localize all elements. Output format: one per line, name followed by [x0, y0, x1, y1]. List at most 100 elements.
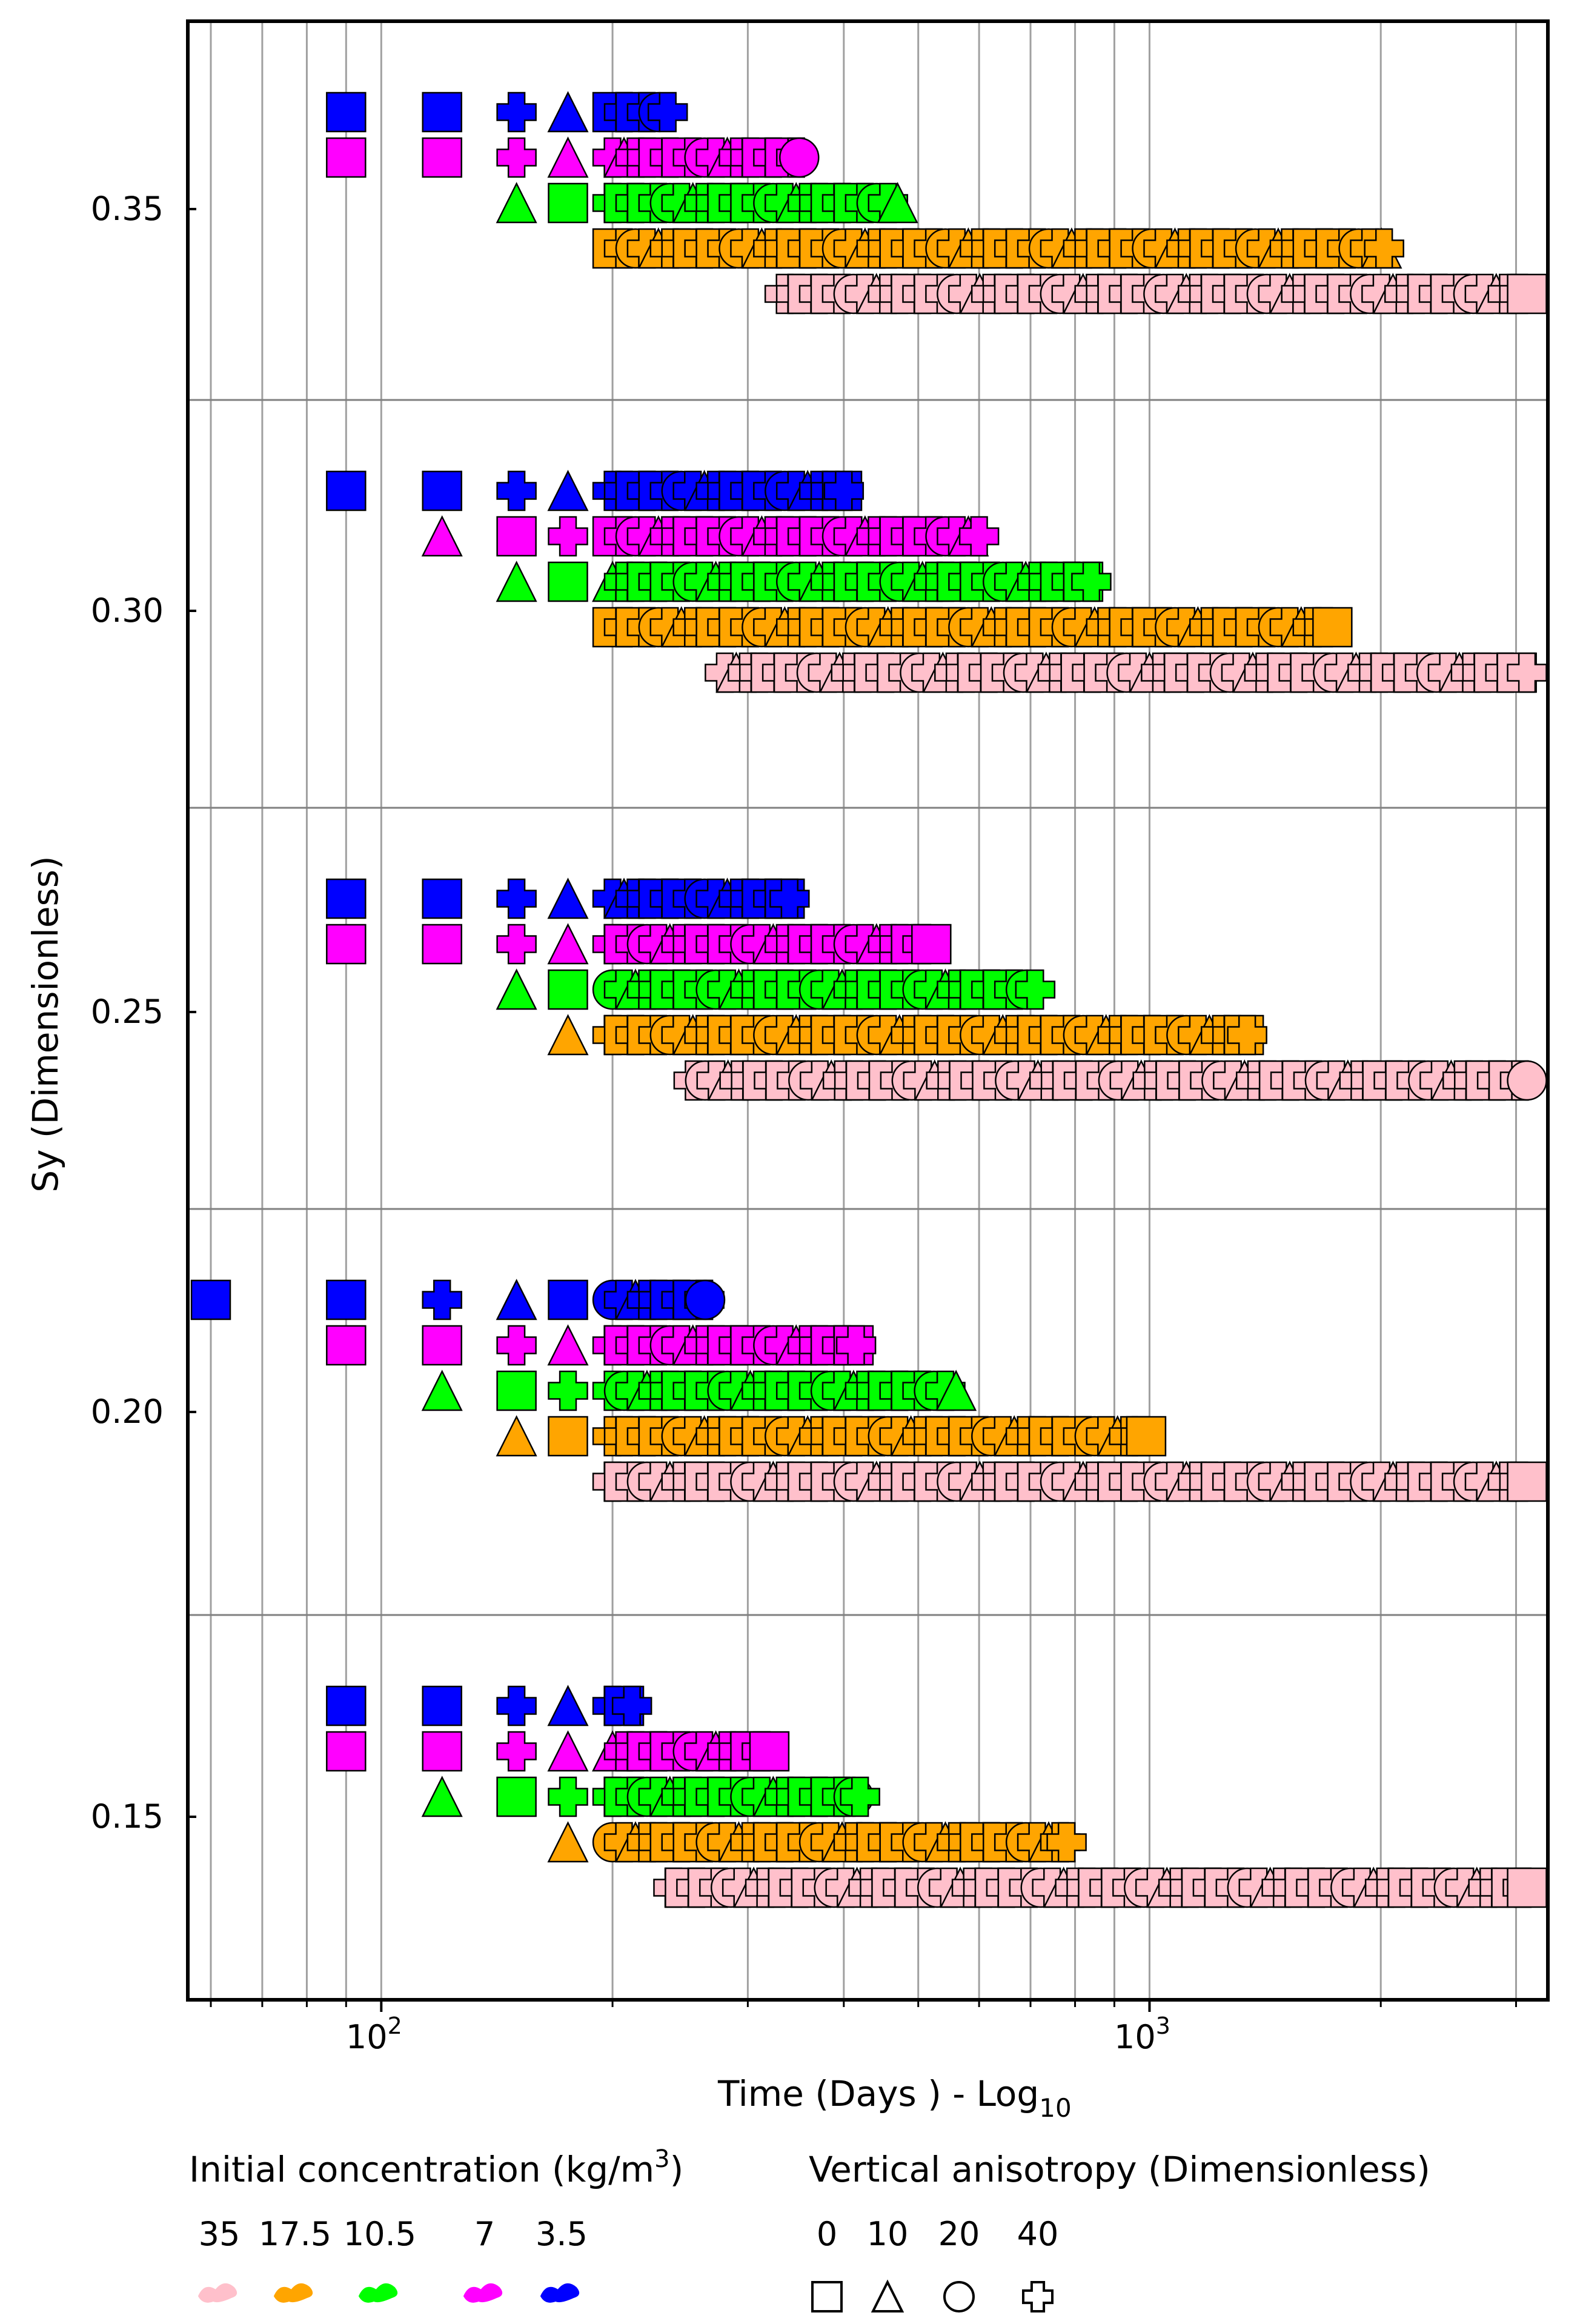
data-point-square — [496, 1370, 537, 1411]
data-point-triangle — [496, 1415, 537, 1457]
legend-concentration-label: 3.5 — [536, 2215, 588, 2253]
data-point-triangle — [547, 1821, 589, 1863]
series-0.3-7 — [421, 515, 1000, 557]
legend-anisotropy-title: Vertical anisotropy (Dimensionless) — [809, 2149, 1430, 2190]
data-point-square — [548, 969, 588, 1010]
data-point-square — [496, 516, 537, 557]
data-point-square — [1507, 1867, 1547, 1908]
y-tick-label: 0.20 — [91, 1393, 164, 1431]
data-point-cross — [496, 137, 537, 178]
data-point-triangle — [496, 561, 537, 602]
data-point-cross — [1227, 1014, 1267, 1056]
legend-anisotropy-label: 10 — [867, 2215, 909, 2253]
data-point-cross — [1015, 969, 1056, 1010]
data-point-square — [749, 1731, 790, 1772]
legend-anisotropy-label: 20 — [938, 2215, 980, 2253]
data-point-square — [326, 137, 367, 178]
series-0.2-7 — [326, 1324, 877, 1366]
data-point-triangle — [496, 182, 537, 224]
data-point-square — [496, 1776, 537, 1817]
data-point-square — [422, 878, 462, 919]
data-point-cross — [496, 878, 537, 919]
data-point-cross — [548, 516, 588, 557]
data-point-triangle — [421, 515, 463, 557]
series-0.3-17.5 — [592, 606, 1353, 648]
legend-anisotropy: 0 10 20 40 — [811, 2215, 1059, 2312]
data-point-cross — [496, 1685, 537, 1726]
data-point-square — [326, 924, 367, 965]
legend-concentration-swatch — [540, 2283, 580, 2303]
data-point-square — [548, 1416, 588, 1457]
legend-concentration-swatch — [358, 2283, 398, 2303]
x-tick-labels: 102 103 — [210, 2000, 1518, 2056]
y-tick-label: 0.35 — [91, 190, 164, 228]
series-0.35-3.5 — [326, 91, 688, 133]
legend-concentration-label: 35 — [199, 2215, 241, 2253]
x-axis-title-sub: 10 — [1039, 2093, 1071, 2123]
data-point-square — [422, 92, 462, 133]
series-0.2-35 — [592, 1460, 1547, 1502]
data-point-square — [422, 470, 462, 511]
series-0.15-7 — [326, 1730, 790, 1772]
x-tick-label: 103 — [1114, 2013, 1170, 2056]
data-point-circle — [779, 137, 820, 178]
data-point-triangle — [547, 91, 589, 133]
data-point-square — [190, 1279, 231, 1320]
series-0.15-10.5 — [421, 1776, 880, 1817]
data-point-triangle — [547, 136, 589, 178]
data-point-cross — [548, 1370, 588, 1411]
data-point-square — [422, 924, 462, 965]
data-point-square — [1312, 607, 1353, 648]
legend-anisotropy-label: 0 — [817, 2215, 837, 2253]
data-point-triangle — [547, 923, 589, 965]
data-point-square — [422, 1731, 462, 1772]
data-point-triangle — [547, 1014, 589, 1056]
data-point-cross — [496, 92, 537, 133]
legend-concentration-swatch — [273, 2283, 313, 2303]
data-point-square — [548, 182, 588, 224]
y-axis-title: Sy (Dimensionless) — [25, 856, 66, 1192]
legend-anisotropy-label: 40 — [1017, 2215, 1059, 2253]
x-tick-label: 102 — [346, 2013, 402, 2056]
data-point-triangle — [421, 1370, 463, 1411]
legend-circle-icon — [943, 2281, 975, 2312]
data-point-triangle — [496, 968, 537, 1010]
series-0.35-7 — [326, 136, 820, 178]
y-tick-labels: 0.35 0.30 0.25 0.20 0.15 — [91, 190, 196, 1836]
data-point-square — [326, 1685, 367, 1726]
data-point-square — [326, 1731, 367, 1772]
series-0.25-17.5 — [547, 1014, 1267, 1056]
data-point-cross — [496, 1325, 537, 1366]
x-axis-title: Time (Days ) - Log10 — [717, 2073, 1072, 2123]
legend-concentration-swatch — [463, 2283, 503, 2303]
data-point-square — [326, 1279, 367, 1320]
data-point-triangle — [877, 182, 918, 224]
data-point-square — [1507, 273, 1547, 315]
series-0.2-3.5 — [190, 1279, 726, 1320]
data-point-square — [548, 561, 588, 602]
data-point-cross — [496, 470, 537, 511]
series-0.25-7 — [326, 923, 952, 965]
data-point-cross — [1046, 1822, 1087, 1863]
series-0.35-35 — [764, 273, 1547, 315]
legend-concentration-title: Initial concentration (kg/m3) — [189, 2145, 683, 2190]
series-0.2-17.5 — [496, 1415, 1167, 1457]
legend-concentration-label: 7 — [474, 2215, 495, 2253]
data-point-triangle — [547, 1685, 589, 1726]
data-point-triangle — [547, 1324, 589, 1366]
data-point-cross — [840, 1776, 880, 1817]
grid-layer — [188, 21, 1548, 2000]
data-point-circle — [685, 1279, 726, 1320]
legend-concentration: 35 17.5 10.5 7 3.5 — [197, 2215, 588, 2303]
data-point-triangle — [547, 1730, 589, 1772]
data-point-square — [422, 1685, 462, 1726]
data-point-square — [326, 92, 367, 133]
data-point-cross — [958, 516, 1000, 557]
data-point-triangle — [547, 877, 589, 919]
legend-cross-icon — [1022, 2281, 1054, 2312]
series-0.25-3.5 — [326, 877, 810, 919]
data-point-cross — [1071, 561, 1112, 602]
data-point-triangle — [547, 470, 589, 511]
series-0.3-35 — [705, 651, 1547, 693]
